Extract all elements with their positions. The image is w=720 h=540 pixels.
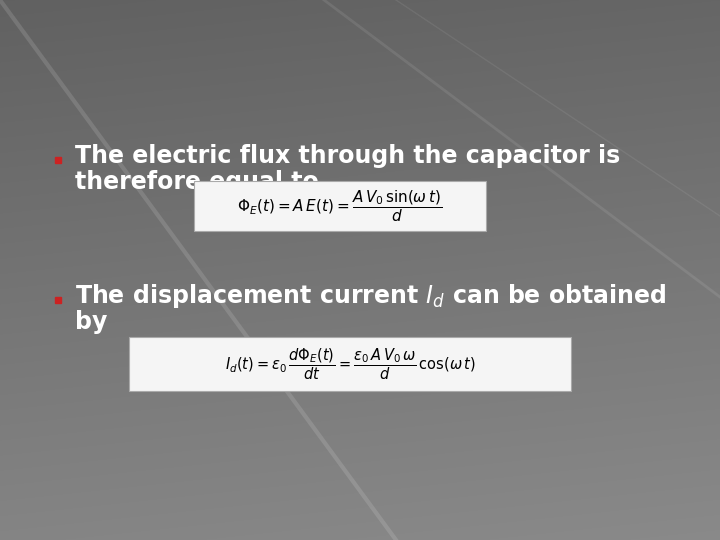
Text: The electric flux through the capacitor is: The electric flux through the capacitor … xyxy=(75,144,620,168)
Text: therefore equal to: therefore equal to xyxy=(75,170,319,194)
Text: by: by xyxy=(75,310,107,334)
Text: The displacement current $I_d$ can be obtained: The displacement current $I_d$ can be ob… xyxy=(75,282,667,310)
Text: $\Phi_E(t) = A\,E(t) = \dfrac{A\,V_0\,\mathrm{sin}(\omega\,t)}{d}$: $\Phi_E(t) = A\,E(t) = \dfrac{A\,V_0\,\m… xyxy=(238,188,443,224)
Text: $I_d(t) = \varepsilon_0\,\dfrac{d\Phi_E(t)}{dt} = \dfrac{\varepsilon_0\,A\,V_0\,: $I_d(t) = \varepsilon_0\,\dfrac{d\Phi_E(… xyxy=(225,346,475,382)
FancyBboxPatch shape xyxy=(129,337,571,391)
FancyBboxPatch shape xyxy=(194,181,486,231)
